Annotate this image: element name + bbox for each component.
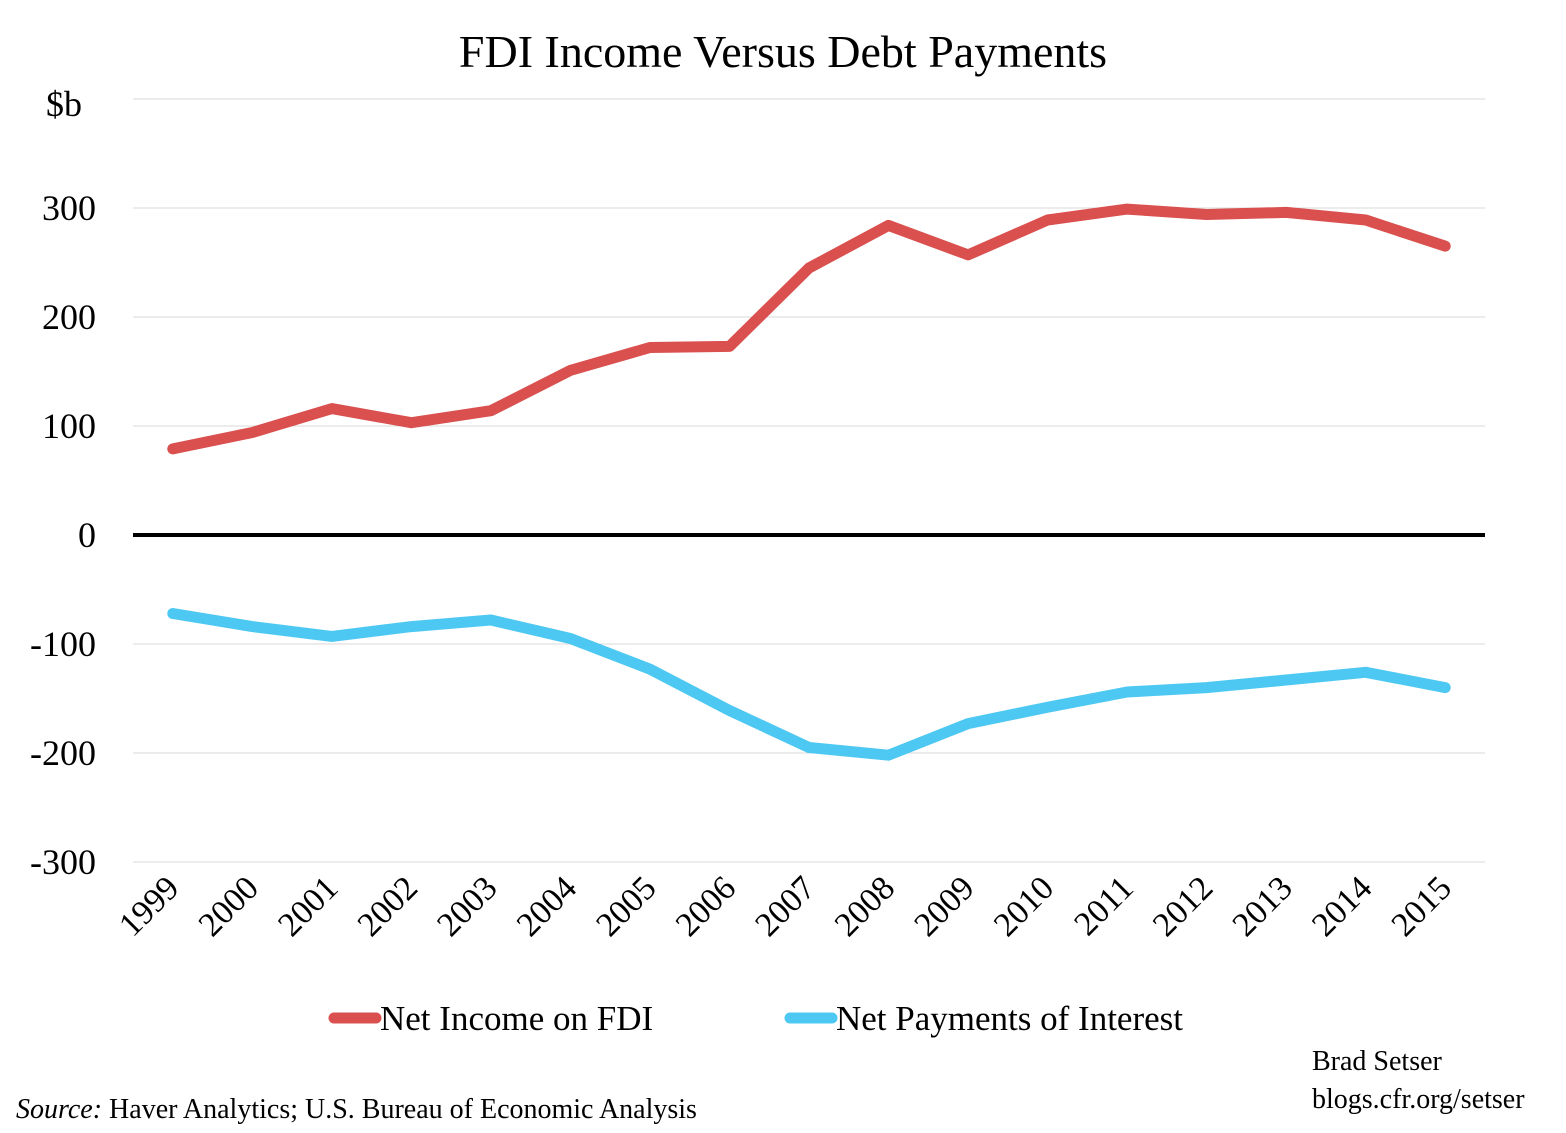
x-tick-label: 2014 — [1305, 869, 1379, 943]
series-line-interest-payments — [173, 614, 1445, 756]
y-tick-label: 200 — [42, 297, 96, 337]
source-note: Source: Haver Analytics; U.S. Bureau of … — [16, 1094, 697, 1125]
x-tick-label: 2003 — [430, 869, 504, 943]
x-tick-label: 2010 — [987, 869, 1061, 943]
x-tick-label: 2002 — [351, 869, 425, 943]
series-lines — [173, 209, 1446, 755]
x-tick-label: 2011 — [1067, 869, 1140, 942]
credit-author: Brad Setser — [1312, 1046, 1443, 1077]
legend-label-interest: Net Payments of Interest — [836, 999, 1183, 1038]
y-tick-label: -200 — [30, 733, 96, 773]
credit-url: blogs.cfr.org/setser — [1312, 1084, 1525, 1115]
y-tick-label: 300 — [42, 188, 96, 228]
legend-label-fdi: Net Income on FDI — [380, 999, 653, 1038]
series-line-fdi-income — [173, 209, 1445, 449]
x-tick-label: 2007 — [748, 869, 822, 943]
y-tick-labels: -300 -200 -100 0 100 200 300 — [30, 188, 96, 882]
x-tick-label: 2008 — [828, 869, 902, 943]
x-tick-label: 2013 — [1226, 869, 1300, 943]
x-tick-label: 2012 — [1146, 869, 1220, 943]
x-tick-label: 2004 — [510, 869, 584, 943]
legend: Net Income on FDI Net Payments of Intere… — [334, 999, 1183, 1038]
source-label: Source: — [16, 1094, 102, 1125]
x-tick-label: 2015 — [1385, 869, 1459, 943]
y-tick-label: -100 — [30, 624, 96, 664]
x-tick-label: 2009 — [907, 869, 981, 943]
x-tick-label: 2001 — [271, 869, 345, 943]
y-tick-label: 0 — [78, 515, 96, 555]
x-tick-label: 2000 — [192, 869, 266, 943]
x-tick-label: 1999 — [112, 869, 186, 943]
source-text: Haver Analytics; U.S. Bureau of Economic… — [102, 1094, 697, 1125]
y-tick-label: 100 — [42, 406, 96, 446]
y-axis-unit-label: $b — [46, 84, 82, 124]
x-tick-label: 2006 — [669, 869, 743, 943]
chart-title: FDI Income Versus Debt Payments — [459, 26, 1107, 77]
y-tick-label: -300 — [30, 842, 96, 882]
x-tick-label: 2005 — [589, 869, 663, 943]
